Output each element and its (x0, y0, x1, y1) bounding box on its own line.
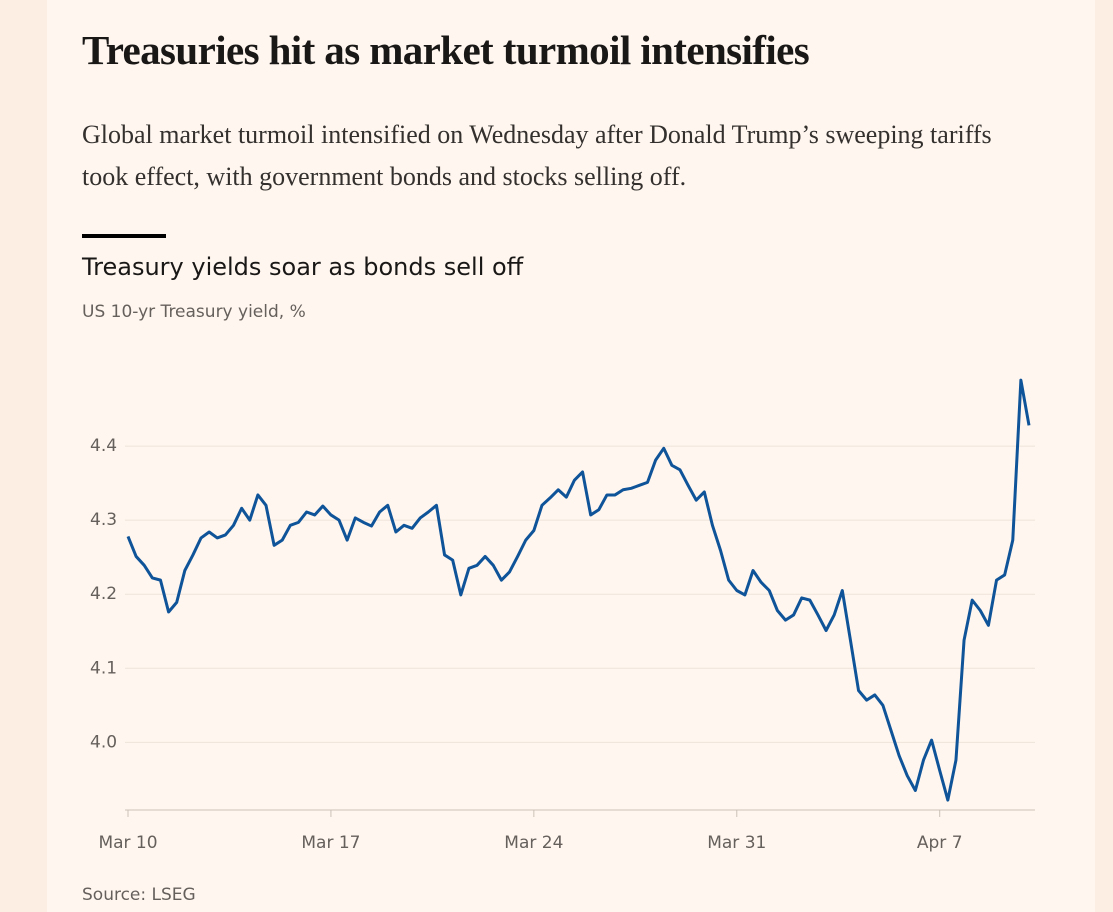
x-tick-label: Mar 10 (98, 833, 157, 853)
x-tick-label: Apr 7 (917, 833, 963, 853)
x-tick-label: Mar 24 (504, 833, 563, 853)
x-tick-label: Mar 31 (707, 833, 766, 853)
headline: Treasuries hit as market turmoil intensi… (82, 27, 810, 73)
chart-subtitle: US 10-yr Treasury yield, % (82, 302, 306, 322)
chart-title: Treasury yields soar as bonds sell off (82, 253, 524, 281)
description: Global market turmoil intensified on Wed… (82, 120, 992, 191)
accent-bar (82, 234, 166, 238)
panel (47, 0, 1095, 912)
x-tick-label: Mar 17 (301, 833, 360, 853)
source: Source: LSEG (82, 885, 196, 905)
line (126, 378, 1031, 802)
y-tick-label: 4.0 (90, 732, 117, 752)
y-tick-label: 4.4 (90, 436, 117, 456)
y-tick-label: 4.2 (90, 584, 117, 604)
y-tick-label: 4.3 (90, 510, 117, 530)
y-tick-label: 4.1 (90, 658, 117, 678)
